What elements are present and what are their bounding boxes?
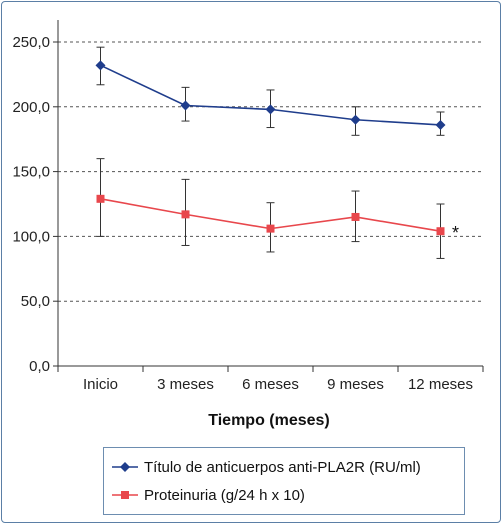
y-tick-label: 100,0: [12, 228, 50, 245]
y-tick-label: 50,0: [21, 293, 50, 310]
x-tick-label: 12 meses: [408, 376, 473, 393]
y-tick-label: 150,0: [12, 164, 50, 181]
x-tick-label: Inicio: [83, 376, 118, 393]
data-point-diamond: [180, 100, 191, 111]
legend-label-proteinuria: Proteinuria (g/24 h x 10): [144, 486, 305, 504]
error-bars: [96, 46, 445, 259]
square-marker-icon: [112, 488, 138, 502]
series-markers: [95, 60, 446, 236]
gridlines: [58, 41, 483, 302]
x-tick-labels: Inicio 3 meses 6 meses 9 meses 12 meses: [83, 376, 473, 393]
diamond-marker-icon: [112, 460, 138, 474]
y-tick-label: 250,0: [12, 34, 50, 51]
y-tick-labels: 0,0 50,0 100,0 150,0 200,0 250,0: [12, 34, 50, 375]
axes: [53, 20, 484, 372]
data-point-square: [181, 210, 190, 219]
data-point-square: [436, 227, 445, 236]
x-tick-label: 9 meses: [327, 376, 384, 393]
y-tick-label: 0,0: [29, 358, 50, 375]
data-point-square: [96, 194, 105, 203]
x-axis-label: Tiempo (meses): [208, 412, 330, 429]
data-point-square: [266, 224, 275, 233]
data-point-square: [351, 212, 360, 221]
legend-item-proteinuria: Proteinuria (g/24 h x 10): [112, 483, 305, 507]
x-tick-label: 3 meses: [157, 376, 214, 393]
legend: Título de anticuerpos anti-PLA2R (RU/ml)…: [103, 447, 465, 515]
legend-item-antibody: Título de anticuerpos anti-PLA2R (RU/ml): [112, 455, 421, 479]
data-point-diamond: [265, 104, 276, 115]
x-tick-label: 6 meses: [242, 376, 299, 393]
data-point-diamond: [95, 60, 106, 71]
significance-annotation: *: [452, 223, 459, 243]
y-tick-label: 200,0: [12, 99, 50, 116]
data-point-diamond: [350, 114, 361, 125]
legend-label-antibody: Título de anticuerpos anti-PLA2R (RU/ml): [144, 458, 421, 476]
data-point-diamond: [435, 119, 446, 130]
annotations: *: [452, 223, 459, 243]
